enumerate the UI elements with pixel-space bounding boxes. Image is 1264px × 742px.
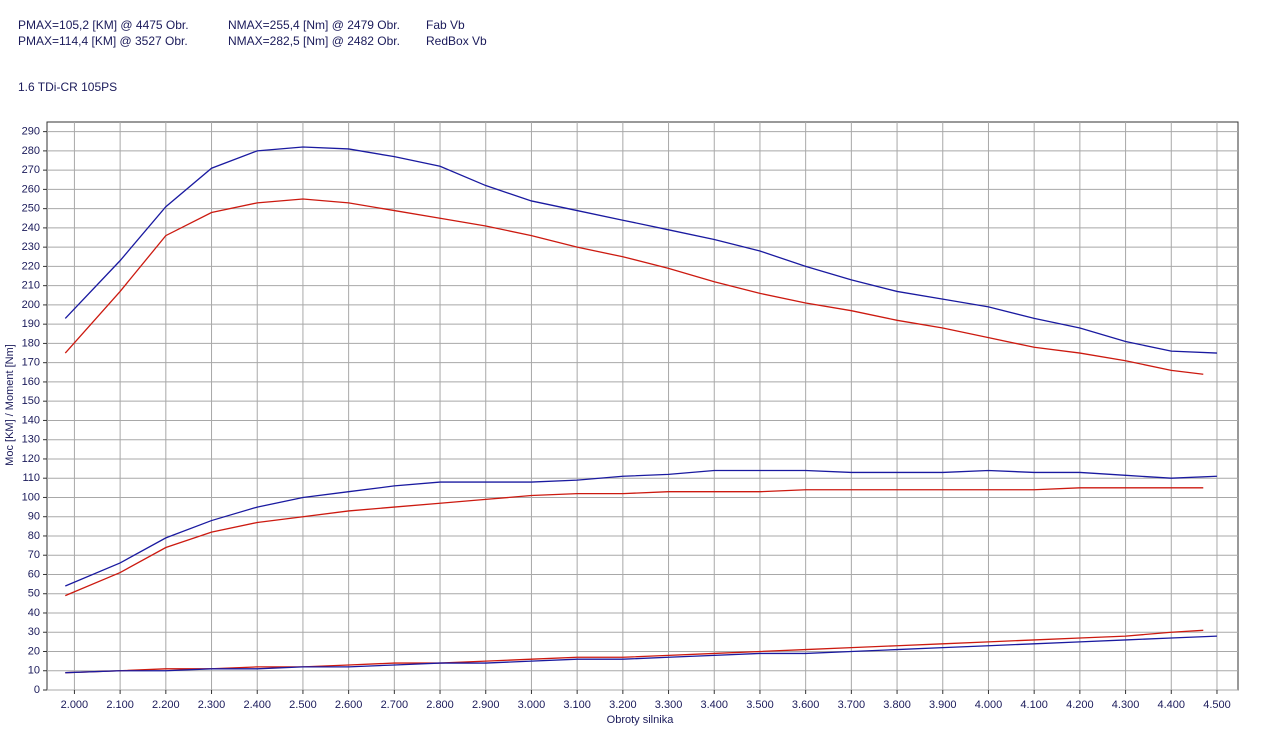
y-tick-label: 240 [22, 222, 40, 234]
y-tick-label: 10 [28, 665, 40, 677]
legend-name: Fab Vb [426, 18, 465, 32]
y-tick-label: 70 [28, 549, 40, 561]
x-tick-label: 2.800 [426, 699, 454, 711]
x-tick-label: 4.400 [1158, 699, 1186, 711]
torque-line [64, 146, 1218, 354]
y-axis-label: Moc [KM] / Moment [Nm] [4, 344, 16, 466]
legend-name: RedBox Vb [426, 34, 487, 48]
x-tick-label: 3.200 [609, 699, 637, 711]
y-tick-label: 80 [28, 530, 40, 542]
x-tick-label: 3.100 [563, 699, 591, 711]
y-tick-label: 180 [22, 337, 40, 349]
subtitle: 1.6 TDi-CR 105PS [18, 80, 117, 94]
x-tick-label: 2.400 [243, 699, 271, 711]
y-tick-label: 60 [28, 568, 40, 580]
x-tick-label: 4.100 [1020, 699, 1048, 711]
x-tick-label: 2.700 [381, 699, 409, 711]
y-tick-label: 50 [28, 588, 40, 600]
y-tick-label: 290 [22, 126, 40, 138]
y-tick-label: 140 [22, 414, 40, 426]
x-tick-label: 3.900 [929, 699, 957, 711]
x-tick-label: 4.200 [1066, 699, 1094, 711]
plot-area [46, 121, 1239, 691]
y-tick-label: 110 [22, 472, 40, 484]
loss-line [65, 629, 1204, 674]
x-tick-label: 4.500 [1203, 699, 1231, 711]
x-tick-label: 3.300 [655, 699, 683, 711]
x-tick-label: 2.900 [472, 699, 500, 711]
y-tick-label: 230 [22, 241, 40, 253]
y-tick-label: 0 [34, 684, 40, 696]
x-tick-label: 3.500 [746, 699, 774, 711]
y-tick-label: 200 [22, 299, 40, 311]
y-tick-label: 150 [22, 395, 40, 407]
y-tick-label: 260 [22, 183, 40, 195]
x-axis-label: Obroty silnika [607, 714, 675, 726]
y-tick-label: 20 [28, 645, 40, 657]
x-tick-label: 2.500 [289, 699, 317, 711]
nmax-label: NMAX=282,5 [Nm] @ 2482 Obr. [228, 34, 400, 48]
y-tick-label: 40 [28, 607, 40, 619]
y-tick-label: 220 [22, 260, 40, 272]
torque-line [64, 198, 1204, 375]
y-tick-label: 130 [22, 434, 40, 446]
y-tick-label: 190 [22, 318, 40, 330]
y-tick-label: 120 [22, 453, 40, 465]
y-tick-label: 160 [22, 376, 40, 388]
x-tick-label: 3.700 [838, 699, 866, 711]
nmax-label: NMAX=255,4 [Nm] @ 2479 Obr. [228, 18, 400, 32]
pmax-label: PMAX=114,4 [KM] @ 3527 Obr. [18, 34, 188, 48]
y-tick-label: 210 [22, 280, 40, 292]
y-tick-label: 170 [22, 357, 40, 369]
x-tick-label: 2.300 [198, 699, 226, 711]
y-tick-label: 30 [28, 626, 40, 638]
y-tick-label: 270 [22, 164, 40, 176]
x-tick-label: 4.000 [975, 699, 1003, 711]
loss-line [65, 635, 1218, 674]
x-tick-label: 2.200 [152, 699, 180, 711]
x-tick-label: 3.400 [700, 699, 728, 711]
x-tick-label: 2.600 [335, 699, 363, 711]
power-line [65, 487, 1204, 597]
y-tick-label: 100 [22, 491, 40, 503]
x-tick-label: 3.800 [883, 699, 911, 711]
y-tick-label: 90 [28, 511, 40, 523]
x-tick-label: 2.000 [61, 699, 89, 711]
y-tick-label: 280 [22, 145, 40, 157]
power-line [65, 469, 1218, 587]
x-tick-label: 4.300 [1112, 699, 1140, 711]
x-tick-label: 3.600 [792, 699, 820, 711]
pmax-label: PMAX=105,2 [KM] @ 4475 Obr. [18, 18, 189, 32]
x-tick-label: 2.100 [106, 699, 134, 711]
y-tick-label: 250 [22, 203, 40, 215]
x-tick-label: 3.000 [518, 699, 546, 711]
